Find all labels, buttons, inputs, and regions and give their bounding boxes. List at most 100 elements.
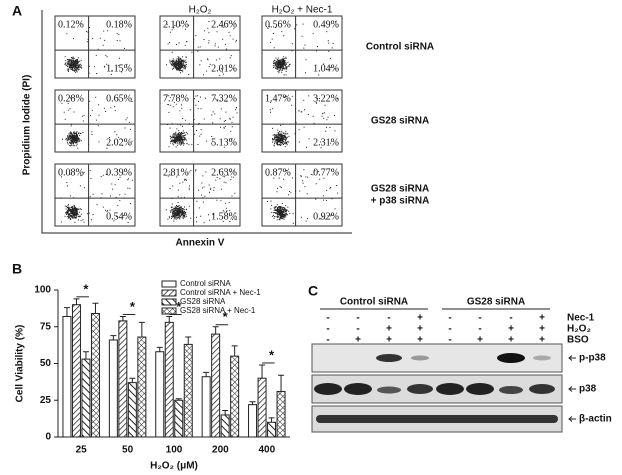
- error-bar: [249, 401, 256, 405]
- treatment-sign: -: [356, 313, 359, 324]
- percentage: 3.22%: [313, 93, 339, 104]
- blot-label: p38: [579, 384, 597, 395]
- scatter-dots: [267, 21, 336, 76]
- legend-label: GS28 siRNA + Nec-1: [180, 306, 256, 315]
- x-axis-label: Annexin V: [176, 238, 225, 249]
- legend-swatch: [161, 280, 177, 288]
- column-header: H₂O₂ + Nec-1: [272, 5, 333, 16]
- legend-swatch: [161, 307, 177, 315]
- treatment-sign: -: [509, 313, 512, 324]
- treatment-sign: -: [448, 313, 451, 324]
- treatment-sign: -: [478, 324, 481, 335]
- treatment-sign: -: [448, 324, 451, 335]
- band: [466, 383, 494, 395]
- scatter-dots: [267, 169, 339, 224]
- percentage: 5.13%: [211, 137, 237, 148]
- bar: [230, 355, 240, 438]
- significance-mark: *: [176, 299, 182, 314]
- treatment-sign: +: [386, 324, 392, 335]
- scatter-dots: [64, 23, 128, 75]
- legend-swatch: [161, 289, 177, 297]
- band: [377, 386, 401, 394]
- scatter-dots: [269, 95, 338, 149]
- bar: [108, 339, 118, 438]
- bar: [248, 404, 258, 438]
- error-bar: [73, 298, 80, 305]
- treatment-sign: +: [417, 335, 423, 346]
- arrow: [568, 416, 576, 422]
- x-tick-label: 200: [212, 445, 229, 456]
- treatment-sign: -: [387, 313, 390, 324]
- axis-frame: [41, 10, 352, 234]
- bar: [90, 313, 100, 438]
- percentage: 1.58%: [211, 211, 237, 222]
- flow-plot: [54, 15, 136, 79]
- scatter-dots: [166, 95, 238, 148]
- percentage: 7.78%: [163, 93, 189, 104]
- error-bar: [231, 345, 238, 357]
- error-bar: [119, 315, 126, 321]
- error-bar: [82, 351, 89, 360]
- band: [376, 354, 402, 362]
- band: [497, 353, 525, 363]
- error-bar: [212, 326, 219, 335]
- treatment-sign: +: [539, 313, 545, 324]
- error-bar: [185, 336, 192, 345]
- column-header: H₂O₂: [189, 5, 212, 16]
- treatment-label: BSO: [567, 335, 589, 346]
- flow-plot: [159, 89, 241, 153]
- bar: [164, 321, 174, 438]
- arrow: [568, 355, 576, 361]
- bar: [276, 390, 286, 438]
- treatment-sign: +: [508, 335, 514, 346]
- percentage: 1.15%: [106, 63, 132, 74]
- treatment-sign: -: [326, 313, 329, 324]
- bar: [81, 358, 91, 438]
- treatment-sign: +: [477, 335, 483, 346]
- treatment-sign: -: [326, 324, 329, 335]
- error-bar: [92, 302, 99, 314]
- bar: [257, 377, 267, 438]
- percentage: 1.04%: [313, 63, 339, 74]
- bar: [127, 382, 137, 438]
- group-label: Control siRNA: [340, 297, 408, 308]
- error-bar: [156, 346, 163, 352]
- bar: [62, 315, 72, 438]
- legend-label: Control siRNA + Nec-1: [180, 288, 261, 297]
- band: [314, 383, 342, 395]
- legend-label: GS28 siRNA: [180, 297, 226, 306]
- treatment-label: H₂O₂: [567, 324, 591, 335]
- treatment-label: Nec-1: [567, 313, 595, 324]
- percentage: 2.02%: [106, 137, 132, 148]
- treatment-sign: -: [356, 324, 359, 335]
- error-bar: [138, 321, 145, 338]
- error-bar: [259, 364, 266, 379]
- percentage: 2.46%: [211, 19, 237, 30]
- x-axis-label: H₂O₂ (μM): [150, 461, 198, 472]
- percentage: 1.47%: [265, 93, 291, 104]
- treatment-sign: +: [539, 335, 545, 346]
- scatter-dots: [61, 96, 133, 149]
- bar: [211, 333, 221, 438]
- panel-label: B: [12, 261, 22, 277]
- x-tick-label: 400: [258, 445, 275, 456]
- bar: [201, 376, 211, 438]
- percentage: 2.31%: [313, 137, 339, 148]
- significance-mark: *: [269, 347, 275, 362]
- bar: [183, 343, 193, 438]
- blot-images: [311, 343, 563, 433]
- y-axis-label: Propidium Iodide (PI): [22, 75, 33, 176]
- error-bar: [110, 335, 117, 340]
- error-bar: [222, 410, 229, 415]
- bar: [71, 304, 81, 438]
- percentage: 0.18%: [106, 19, 132, 30]
- percentage: 0.92%: [313, 211, 339, 222]
- blot-label: β-actin: [579, 414, 612, 425]
- flow-plot: [261, 163, 343, 227]
- legend-swatch: [161, 298, 177, 306]
- percentage: 0.12%: [58, 19, 84, 30]
- y-tick-label: 50: [40, 358, 52, 369]
- y-tick-label: 100: [34, 285, 51, 296]
- band: [499, 386, 523, 394]
